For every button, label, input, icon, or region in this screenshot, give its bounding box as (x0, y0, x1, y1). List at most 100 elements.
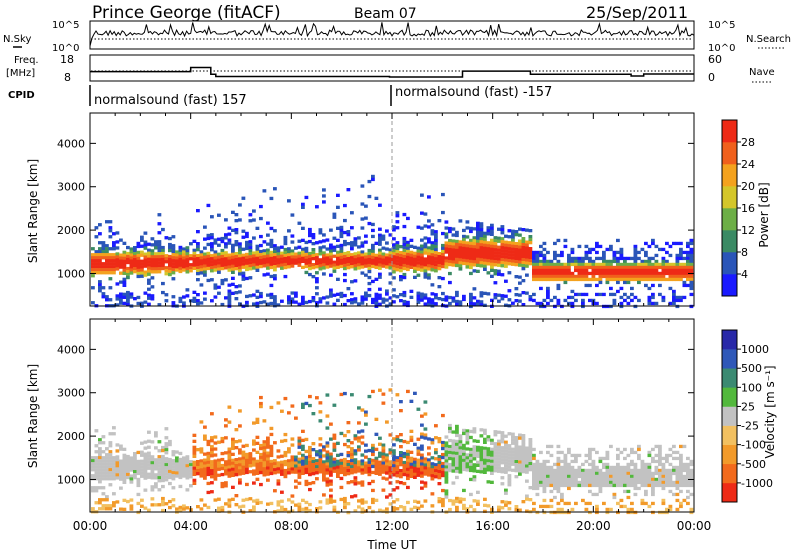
velocity-cell (560, 459, 564, 464)
power-cell (350, 244, 354, 248)
velocity-cell (178, 460, 183, 465)
power-cell (514, 287, 519, 291)
power-cell (308, 227, 312, 232)
velocity-cell (388, 448, 393, 452)
velocity-cell (567, 465, 571, 470)
velocity-cell (210, 469, 214, 473)
velocity-cell (280, 463, 284, 467)
velocity-cell (388, 466, 393, 470)
velocity-cell (213, 459, 218, 463)
velocity-cell (416, 500, 421, 504)
velocity-cell (287, 498, 291, 502)
velocity-cell (472, 466, 477, 470)
velocity-cell (94, 477, 99, 481)
velocity-cell (528, 450, 533, 454)
velocity-cell (315, 396, 319, 400)
power-cell (486, 256, 491, 260)
velocity-cell (332, 445, 337, 449)
power-cell (350, 241, 354, 245)
velocity-cell (325, 450, 330, 454)
velocity-cell (402, 460, 407, 465)
power-cell (598, 256, 603, 261)
power-cell (171, 253, 176, 257)
power-cell (392, 276, 396, 280)
velocity-cell (651, 486, 655, 491)
velocity-cell (343, 496, 347, 501)
velocity-cell (136, 465, 141, 470)
power-cell (430, 244, 435, 248)
power-cell (539, 301, 543, 306)
velocity-cell (273, 471, 277, 475)
velocity-cell (535, 468, 540, 473)
power-cell (339, 291, 344, 296)
velocity-cell (458, 437, 463, 441)
velocity-cell (434, 466, 438, 470)
power-cell (157, 243, 162, 247)
velocity-cell (350, 468, 354, 472)
power-cell (633, 295, 638, 300)
power-cell (105, 244, 109, 248)
power-cell (346, 263, 351, 267)
velocity-cell (514, 448, 519, 452)
velocity-cell (430, 504, 435, 508)
velocity-cell (248, 458, 253, 462)
velocity-cell (105, 465, 109, 469)
velocity-cell (108, 450, 113, 454)
power-cell (332, 302, 337, 306)
power-cell (196, 242, 200, 246)
power-cell (409, 256, 414, 260)
velocity-cell (577, 480, 582, 485)
power-cell (476, 260, 480, 264)
power-cell (234, 285, 239, 289)
power-cell (525, 240, 529, 244)
velocity-cell (395, 471, 400, 475)
velocity-cell (178, 505, 183, 510)
velocity-cell (112, 477, 116, 481)
velocity-cell (413, 391, 417, 395)
colorbar-segment (722, 330, 737, 350)
velocity-cell (532, 477, 536, 482)
power-cell (511, 235, 515, 239)
power-cell (651, 292, 655, 297)
velocity-cell (203, 476, 207, 480)
power-cell (164, 254, 169, 258)
power-cell (318, 228, 323, 232)
power-cell (346, 188, 351, 192)
power-cell (290, 213, 295, 217)
velocity-cell (161, 469, 165, 474)
power-cell (147, 254, 151, 258)
power-cell (423, 224, 428, 228)
power-cell (364, 294, 368, 298)
velocity-cell (483, 503, 487, 507)
velocity-cell (297, 466, 302, 470)
power-cell (493, 239, 498, 243)
velocity-cell (451, 442, 456, 446)
velocity-cell (563, 480, 568, 485)
power-cell (682, 271, 687, 276)
velocity-cell (308, 481, 312, 486)
power-cell (640, 265, 645, 270)
power-cell (500, 231, 505, 235)
velocity-cell (525, 461, 529, 465)
velocity-cell (675, 498, 680, 503)
power-cell (301, 226, 305, 230)
power-cell (259, 249, 263, 254)
velocity-cell (514, 454, 519, 458)
power-cell (679, 277, 683, 282)
velocity-cell (336, 465, 340, 469)
power-cell (360, 295, 365, 299)
power-cell (444, 244, 449, 248)
velocity-cell (483, 464, 487, 468)
velocity-cell (164, 436, 169, 440)
power-cell (217, 264, 221, 268)
power-cell (381, 264, 386, 268)
velocity-cell (346, 430, 351, 434)
velocity-cell (451, 460, 456, 464)
velocity-cell (493, 469, 498, 473)
velocity-cell (339, 461, 344, 466)
power-cell (427, 267, 431, 271)
colorbar-segment (722, 252, 737, 275)
power-cell (420, 295, 424, 299)
velocity-cell (224, 472, 228, 476)
power-cell (378, 260, 382, 264)
